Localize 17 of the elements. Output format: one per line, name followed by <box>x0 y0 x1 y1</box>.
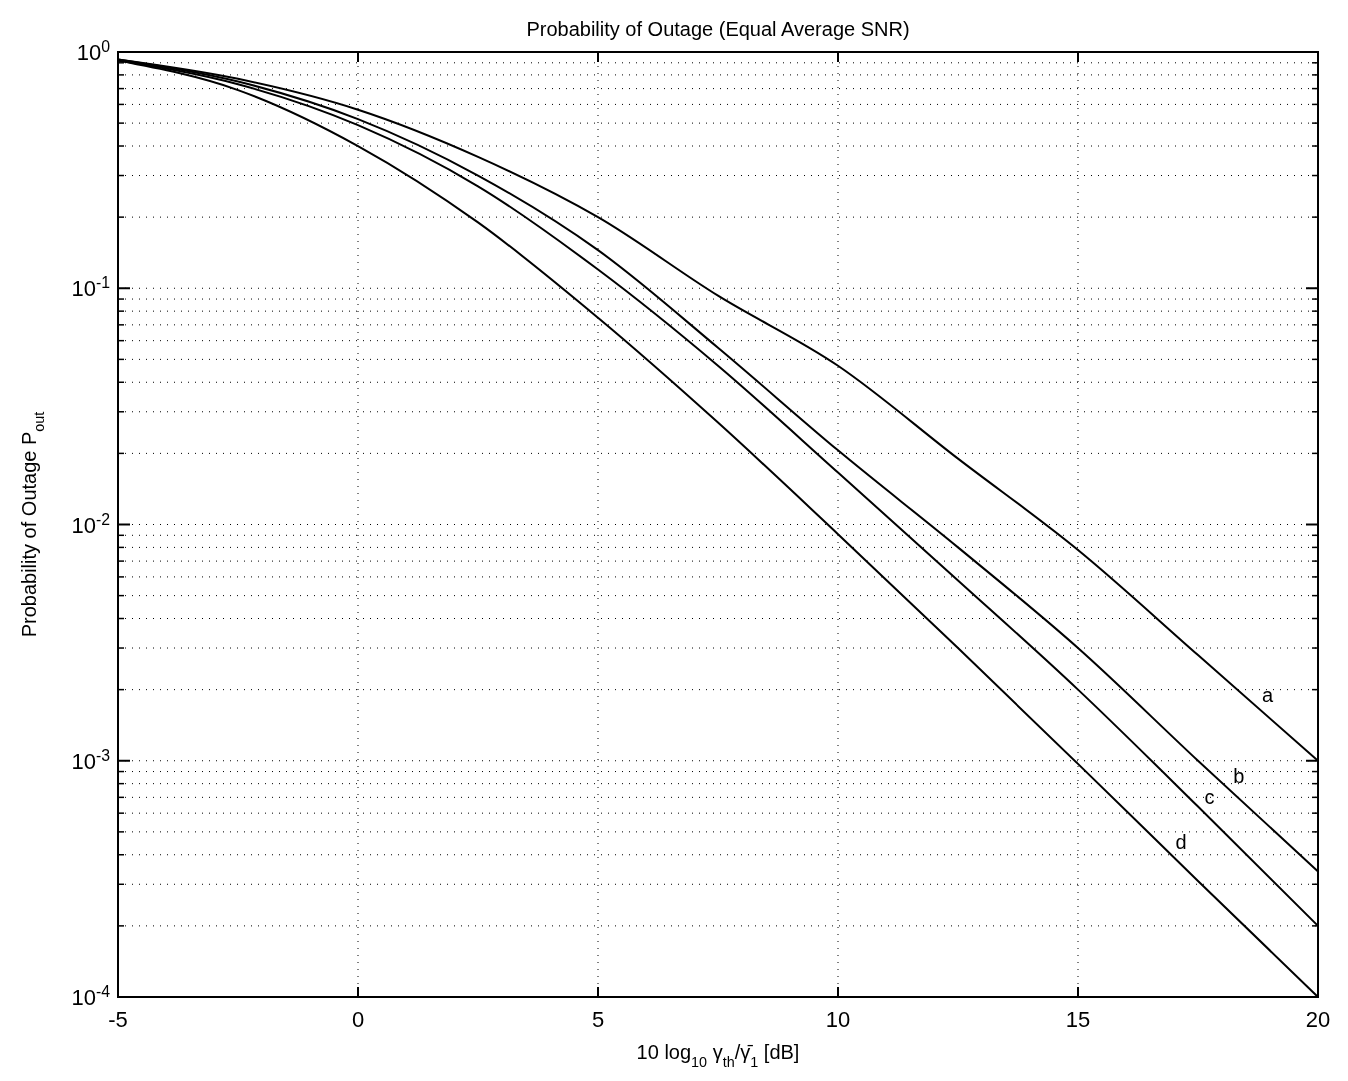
x-axis-title: 10 log$_{10}$ γ$_{th}$/γ̄$_{1}$ [dB] <box>636 1041 800 1070</box>
series-label: c <box>1204 786 1215 809</box>
x-tick-label: 0 <box>351 1007 365 1032</box>
chart-title: Probability of Outage (Equal Average SNR) <box>526 18 910 40</box>
x-tick-label: -5 <box>108 1007 128 1032</box>
x-tick-label: 10 <box>825 1007 851 1032</box>
x-tick-label: 15 <box>1065 1007 1091 1032</box>
y-tick-label: 10$^{0}$ <box>76 37 111 65</box>
series-label: d <box>1175 830 1187 853</box>
x-tick-label: 20 <box>1305 1007 1331 1032</box>
x-tick-label: 5 <box>591 1007 605 1032</box>
y-tick-label: 10$^{-1}$ <box>71 273 111 302</box>
y-tick-label: 10$^{-3}$ <box>71 746 111 774</box>
legend-label: a <box>1262 684 1274 707</box>
y-tick-label: 10$^{-2}$ <box>71 510 110 538</box>
series-label: b <box>1233 764 1245 787</box>
y-tick-label: 10$^{-4}$ <box>71 982 111 1010</box>
